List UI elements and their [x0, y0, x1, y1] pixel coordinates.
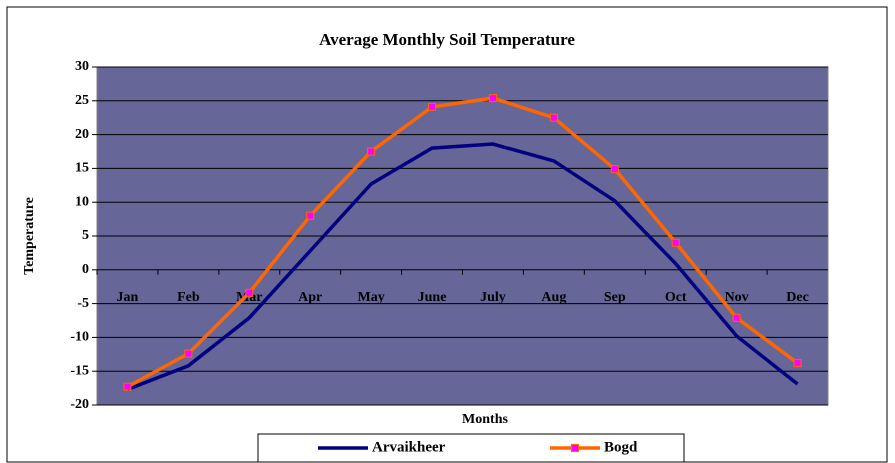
y-tick-label: 25 [75, 93, 89, 108]
x-tick-label: Jan [117, 290, 139, 305]
y-tick-label: 5 [82, 228, 89, 243]
x-tick-label: Dec [786, 290, 809, 305]
x-tick-label: July [480, 290, 506, 305]
y-tick-label: 0 [82, 262, 89, 277]
point-marker [428, 102, 437, 111]
y-tick-label: 20 [75, 127, 89, 142]
point-marker [732, 313, 741, 322]
y-tick-label: -20 [70, 397, 89, 412]
point-marker [184, 349, 193, 358]
y-axis-label: Temperature [22, 197, 37, 275]
y-tick-label: 10 [75, 194, 89, 209]
legend-marker [571, 444, 579, 452]
legend-label: Bogd [604, 439, 638, 455]
series-line [126, 142, 799, 392]
x-tick-label: Nov [725, 290, 749, 305]
y-tick-label: -15 [70, 363, 89, 378]
point-marker [245, 288, 254, 297]
point-marker [123, 382, 132, 391]
point-marker [610, 165, 619, 174]
x-tick-label: June [418, 290, 447, 305]
y-tick-label: -5 [77, 296, 89, 311]
x-tick-label: Oct [665, 290, 687, 305]
legend-label: Arvaikheer [372, 439, 446, 455]
x-tick-label: Apr [298, 290, 322, 305]
y-tick-label: 15 [75, 161, 89, 176]
chart-title: Average Monthly Soil Temperature [319, 30, 575, 49]
point-marker [549, 113, 558, 122]
point-marker [793, 359, 802, 368]
x-tick-label: May [358, 290, 385, 305]
x-tick-label: Feb [177, 290, 200, 305]
series-line [126, 96, 799, 389]
point-marker [671, 238, 680, 247]
x-axis-label: Months [462, 412, 508, 427]
point-marker [306, 211, 315, 220]
y-tick-label: -10 [70, 330, 89, 345]
point-marker [488, 94, 497, 103]
y-tick-label: 30 [75, 59, 89, 74]
x-tick-label: Sep [604, 290, 626, 305]
x-tick-label: Aug [541, 290, 566, 305]
point-marker [367, 147, 376, 156]
